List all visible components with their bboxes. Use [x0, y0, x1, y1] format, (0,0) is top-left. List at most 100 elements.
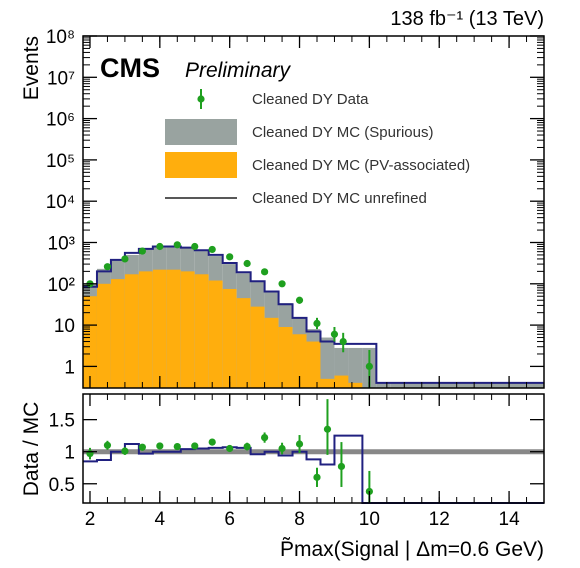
legend: Cleaned DY Data Cleaned DY MC (Spurious) C…: [165, 89, 470, 207]
ratio-y-tick-label-1: 1: [64, 443, 75, 464]
pv-associated-bar-4: [138, 271, 153, 388]
pv-associated-bar-16: [306, 341, 321, 388]
x-tick-label-5: 12: [429, 509, 450, 530]
data-point-3: [138, 247, 146, 255]
pv-associated-bar-7: [180, 271, 195, 388]
legend-swatch-spurious: [165, 119, 237, 145]
spurious-bar-17: [320, 337, 335, 388]
ratio-point-1: [103, 441, 112, 449]
data-point-1: [103, 263, 112, 271]
data-point-13: [313, 319, 321, 327]
data-point-10: [261, 268, 269, 276]
ratio-point-2: [121, 447, 129, 455]
x-tick-label-1: 4: [155, 509, 166, 530]
ratio-point-12: [295, 440, 304, 448]
x-tick-label-3: 8: [294, 509, 305, 530]
unrefined-ratio-histogram: [83, 434, 544, 504]
pv-associated-bar-1: [96, 283, 111, 388]
ratio-panel: 0.5 1 1.5 2 4 6 8 10 12 14 Data / MC P̃max(Signal…: [20, 393, 545, 561]
ratio-point-8: [226, 444, 234, 453]
y-axis-label-events: Events: [20, 36, 43, 100]
x-tick-label-0: 2: [85, 509, 96, 530]
legend-label-data: Cleaned DY Data: [252, 91, 369, 108]
data-point-16: [365, 362, 373, 371]
luminosity-label: 138 fb⁻¹ (13 TeV): [390, 8, 544, 30]
data-point-9: [243, 259, 251, 268]
y-tick-label-8: 10⁸: [46, 27, 75, 48]
legend-swatch-pv_associated: [165, 152, 237, 178]
pv-associated-bar-2: [110, 279, 125, 388]
x-axis-label: P̃max(Signal | Δm=0.6 GeV): [280, 538, 544, 561]
ratio-y-tick-label-2: 1.5: [49, 411, 75, 432]
ratio-point-5: [173, 442, 181, 451]
unrefined-step-line: [83, 245, 544, 384]
ratio-point-14: [323, 425, 332, 433]
ratio-point-6: [191, 442, 199, 450]
pv-associated-bar-13: [264, 317, 279, 388]
data-point-7: [208, 245, 216, 254]
y-axis-label-ratio: Data / MC: [20, 402, 43, 497]
x-tick-label-4: 10: [359, 509, 380, 530]
pv-associated-bar-12: [250, 306, 265, 388]
ratio-point-9: [243, 442, 251, 451]
ratio-point-11: [278, 444, 286, 453]
pv-associated-bar-11: [236, 298, 251, 388]
ratio-data-points: [86, 399, 373, 503]
y-tick-label-0: 1: [64, 357, 75, 378]
data-point-6: [191, 242, 199, 251]
pv-associated-bar-5: [152, 269, 167, 388]
data-point-4: [156, 242, 164, 251]
legend-label-pv_associated: Cleaned DY MC (PV-associated): [252, 157, 470, 174]
ratio-point-7: [208, 438, 216, 446]
y-tick-label-5: 10⁵: [46, 151, 75, 172]
ratio-point-3: [138, 443, 146, 451]
pv-associated-bar-3: [124, 274, 139, 388]
y-tick-label-3: 10³: [48, 234, 75, 255]
status-label: Preliminary: [185, 59, 292, 82]
y-tick-label-1: 10: [54, 316, 75, 337]
pv-associated-bar-9: [208, 280, 223, 388]
data-point-12: [295, 296, 304, 304]
legend-data-marker: [197, 95, 205, 103]
data-point-15: [339, 337, 347, 346]
pv-associated-bar-18: [334, 375, 349, 388]
spurious-bar-19: [348, 347, 363, 388]
pv-associated-bar-6: [166, 269, 181, 388]
pv-associated-bar-8: [194, 274, 209, 388]
ratio-point-10: [261, 434, 269, 442]
ratio-y-tick-label-0: 0.5: [49, 475, 75, 496]
unrefined-ratio-step-line: [83, 434, 544, 504]
y-tick-label-7: 10⁷: [47, 68, 75, 89]
legend-label-spurious: Cleaned DY MC (Spurious): [252, 124, 433, 141]
pv-associated-bar-15: [292, 334, 307, 388]
x-tick-label-6: 14: [499, 509, 521, 530]
spurious-bar-22: [390, 382, 544, 388]
data-point-11: [278, 280, 286, 288]
data-point-5: [173, 241, 181, 249]
ratio-point-13: [313, 473, 321, 481]
pv-associated-bar-10: [222, 288, 237, 388]
ratio-axis-ticks: 0.5 1 1.5 2 4 6 8 10 12 14: [49, 394, 545, 530]
y-tick-label-2: 10²: [48, 275, 75, 296]
x-tick-label-2: 6: [224, 509, 235, 530]
stacked-histograms: [83, 246, 544, 388]
y-tick-label-6: 10⁶: [46, 110, 75, 131]
pv-associated-bar-19: [348, 382, 363, 388]
experiment-label: CMS: [100, 53, 160, 83]
data-point-8: [226, 253, 234, 261]
ratio-panel-frame: [82, 393, 545, 504]
top-panel: 1 10 10² 10³ 10⁴ 10⁵ 10⁶ 10⁷ 10⁸ CMS Preliminary…: [20, 27, 545, 389]
ratio-point-4: [156, 442, 164, 450]
unrefined-histogram: [83, 245, 544, 384]
pv-associated-bar-0: [83, 296, 97, 388]
pv-associated-bar-17: [320, 378, 335, 388]
top-panel-frame: [82, 35, 545, 389]
top-axis-ticks: 1 10 10² 10³ 10⁴ 10⁵ 10⁶ 10⁷ 10⁸: [46, 27, 545, 388]
pv-associated-bar-14: [278, 326, 293, 388]
ratio-point-15: [337, 462, 346, 471]
y-tick-label-4: 10⁴: [46, 192, 75, 213]
legend-label-unrefined: Cleaned DY MC unrefined: [252, 190, 427, 207]
spurious-bar-21: [376, 382, 391, 388]
data-point-2: [121, 255, 129, 263]
